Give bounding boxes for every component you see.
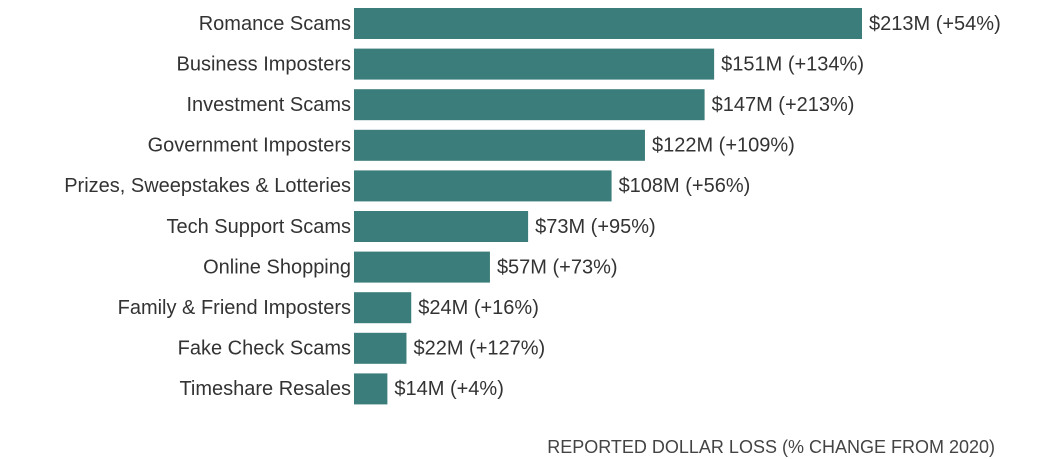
bar xyxy=(354,211,529,242)
category-label: Tech Support Scams xyxy=(166,216,351,238)
category-label: Fake Check Scams xyxy=(178,338,351,360)
value-label: $122M (+109%) xyxy=(652,135,795,157)
x-axis-label: REPORTED DOLLAR LOSS (% CHANGE FROM 2020… xyxy=(547,437,995,457)
value-label: $22M (+127%) xyxy=(413,338,545,360)
bar xyxy=(354,89,705,121)
category-label: Romance Scams xyxy=(199,13,351,35)
value-label: $14M (+4%) xyxy=(394,378,504,400)
value-label: $213M (+54%) xyxy=(869,13,1001,35)
category-label: Investment Scams xyxy=(186,94,351,116)
category-label: Business Imposters xyxy=(176,53,351,75)
value-label: $147M (+213%) xyxy=(712,94,855,116)
bar xyxy=(354,332,407,364)
bar xyxy=(354,373,388,405)
bar xyxy=(354,129,645,161)
value-label: $151M (+134%) xyxy=(721,53,864,75)
category-label: Timeshare Resales xyxy=(179,378,351,400)
value-label: $57M (+73%) xyxy=(497,256,618,278)
bar xyxy=(354,170,612,202)
value-label: $108M (+56%) xyxy=(619,175,751,197)
category-label: Online Shopping xyxy=(203,256,351,278)
bar xyxy=(354,251,490,283)
value-label: $73M (+95%) xyxy=(535,216,656,238)
bar xyxy=(354,8,862,39)
bar xyxy=(354,292,412,324)
category-label: Government Imposters xyxy=(148,135,351,157)
category-label: Prizes, Sweepstakes & Lotteries xyxy=(64,175,351,197)
value-label: $24M (+16%) xyxy=(418,297,539,319)
category-label: Family & Friend Imposters xyxy=(118,297,351,319)
bar xyxy=(354,48,715,80)
